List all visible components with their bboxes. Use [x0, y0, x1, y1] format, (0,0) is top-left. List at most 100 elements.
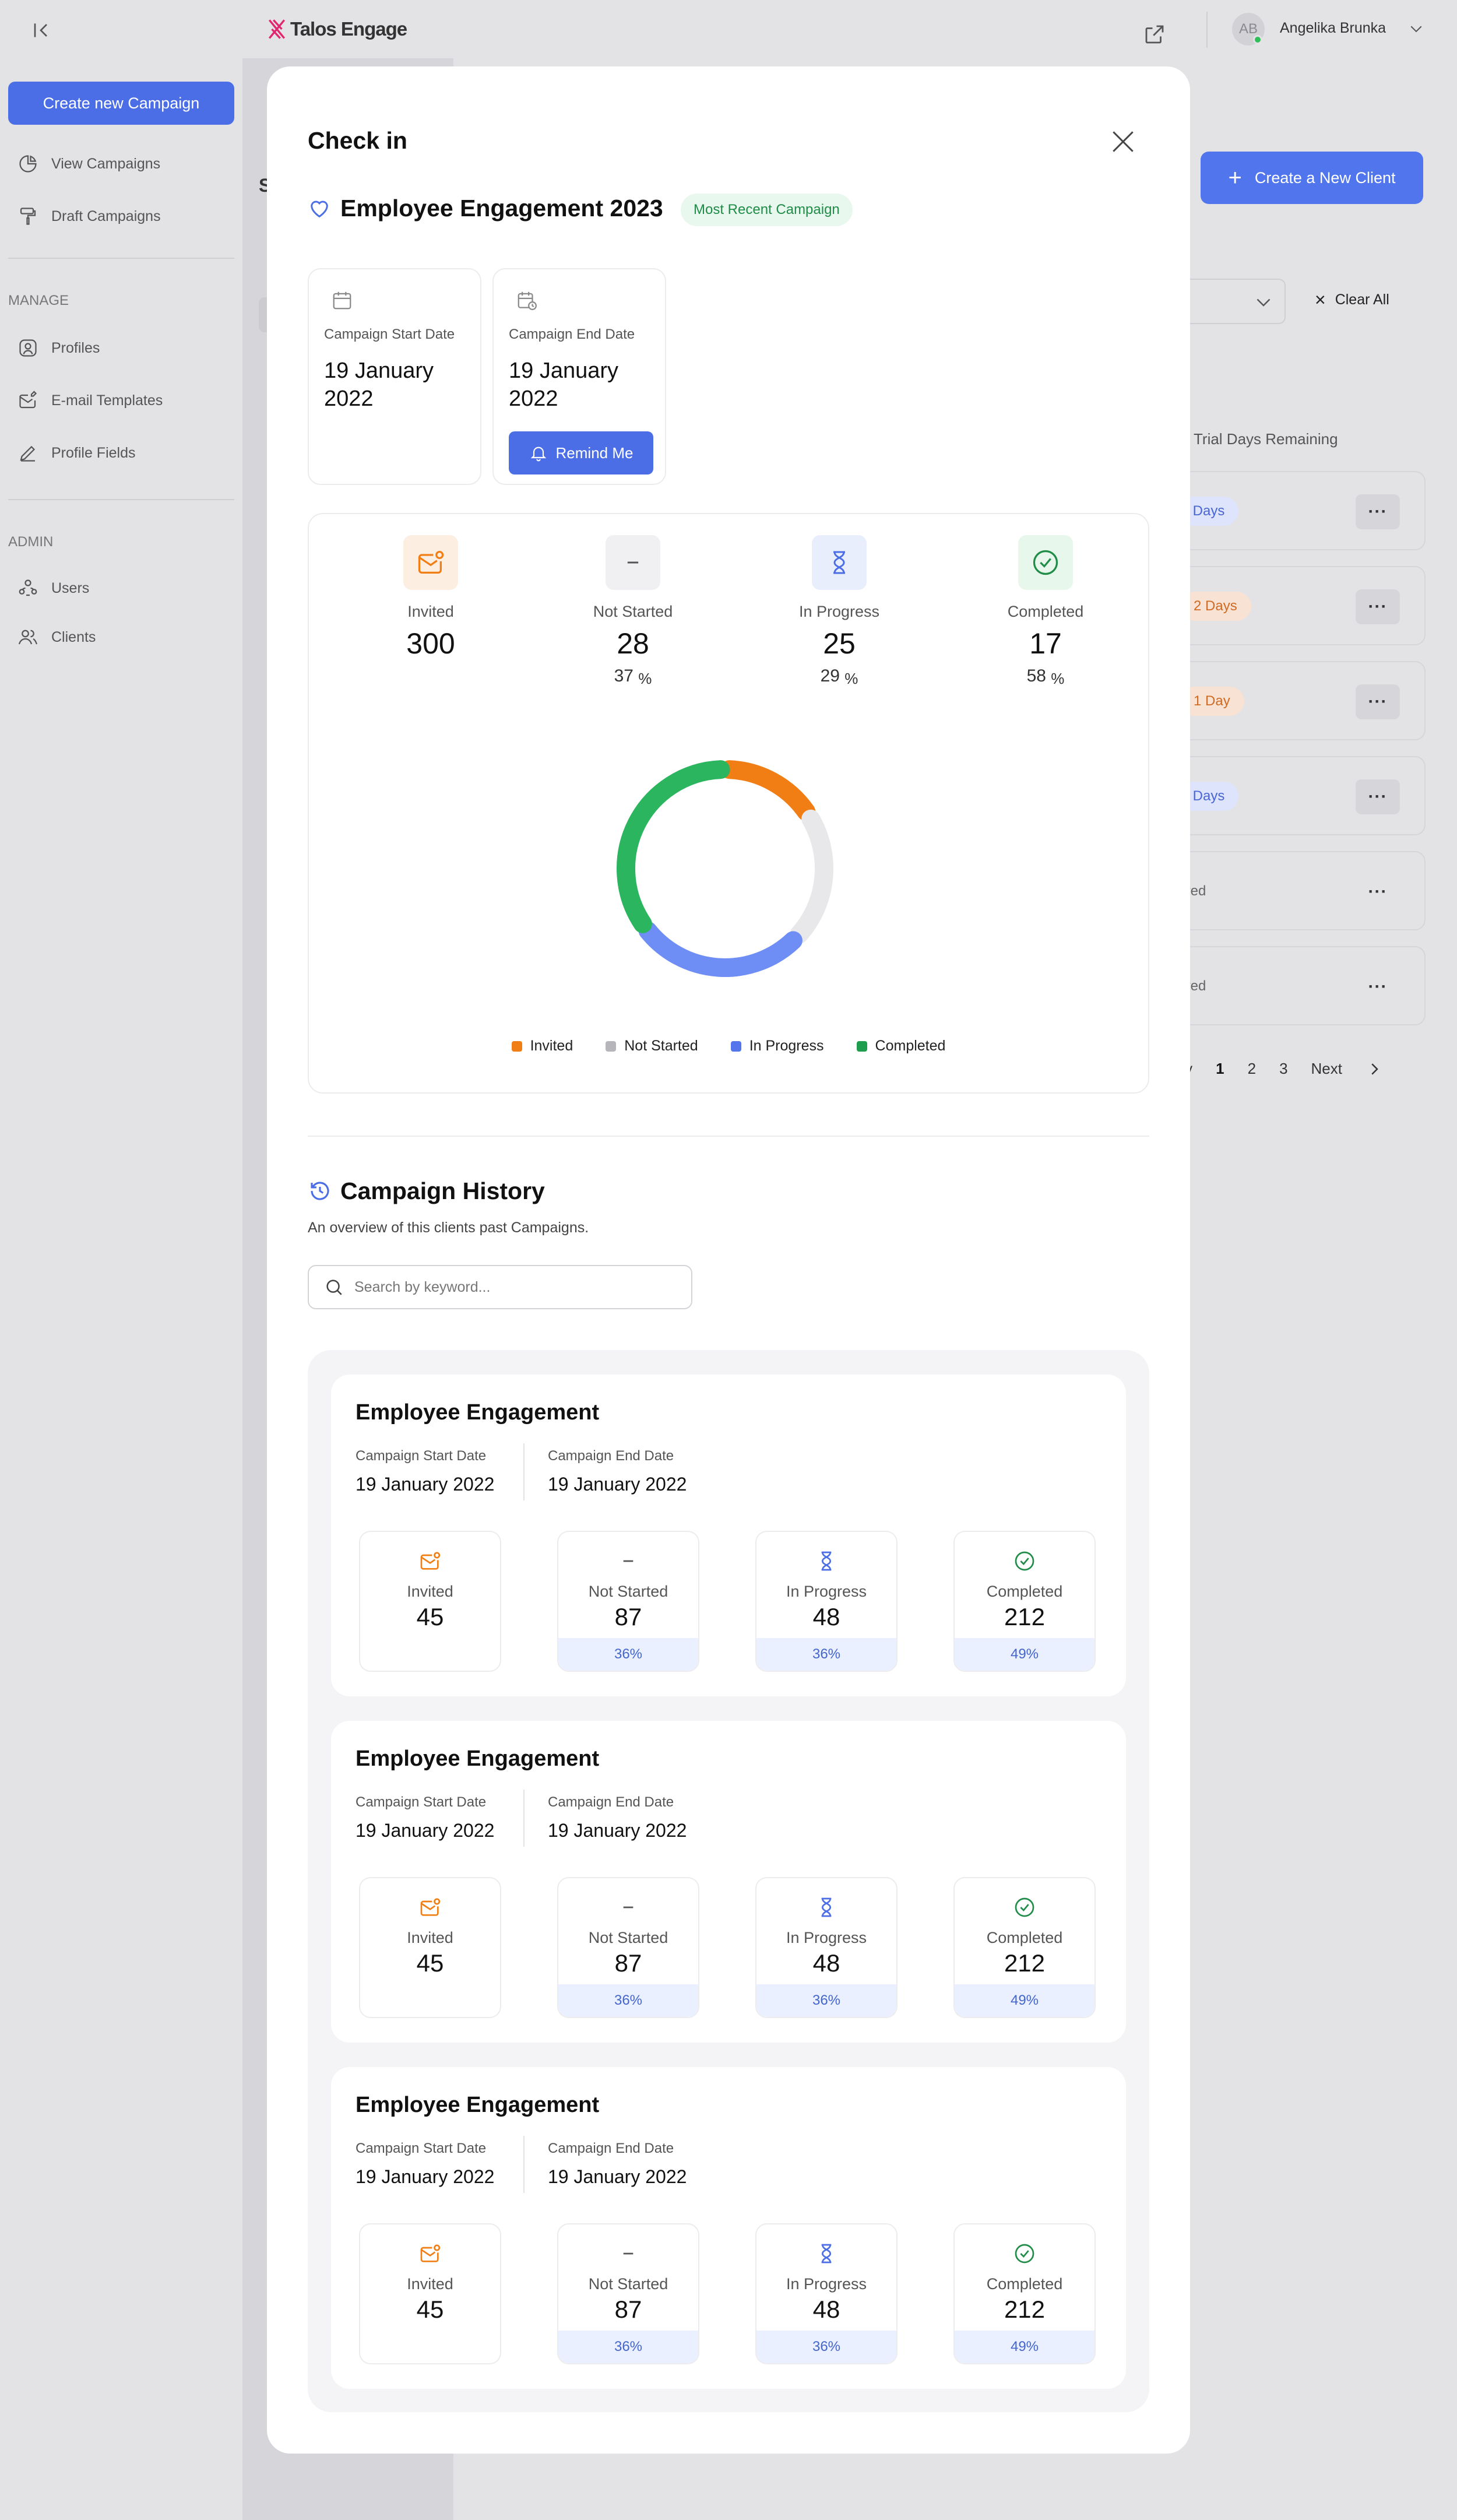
mini-stat-label: Completed	[986, 1583, 1063, 1600]
dash-icon	[623, 1560, 634, 1562]
pagination-next[interactable]: Next	[1311, 1060, 1342, 1077]
sidebar-item-label: View Campaigns	[51, 155, 161, 172]
close-icon: ×	[1315, 289, 1326, 310]
stat-percent-unit: %	[844, 670, 858, 687]
row-menu-button[interactable]: ···	[1356, 589, 1400, 624]
dash-icon-wrapper	[606, 535, 660, 590]
mini-stat-not-started: Not Started 87 36%	[557, 1531, 699, 1672]
dash-icon	[627, 561, 639, 564]
stat-invited: Invited 300	[367, 535, 495, 660]
hourglass-icon	[833, 551, 845, 574]
mini-stat-label: Not Started	[588, 1583, 668, 1600]
row-menu-button[interactable]: ···	[1368, 882, 1388, 901]
mini-stat-percent: 49%	[955, 1638, 1094, 1671]
status-badge: 2 Days	[1180, 592, 1251, 621]
pagination-page[interactable]: 2	[1247, 1060, 1257, 1077]
row-menu-button[interactable]: ···	[1356, 494, 1400, 529]
sidebar-item-users[interactable]: Users	[17, 574, 89, 603]
sidebar-item-profile-fields[interactable]: Profile Fields	[17, 438, 136, 468]
history-end-label: Campaign End Date	[548, 1448, 674, 1464]
sidebar-item-draft-campaigns[interactable]: Draft Campaigns	[17, 202, 161, 231]
history-date-divider	[523, 1790, 525, 1847]
table-row[interactable]: s Days ···	[1166, 471, 1426, 550]
section-divider	[308, 1136, 1149, 1137]
calendar-icon	[333, 291, 351, 310]
chevron-down-icon	[1257, 298, 1271, 307]
stat-completed: Completed 17 58 %	[981, 535, 1110, 687]
mini-stat-in-progress: In Progress 48 36%	[755, 2223, 898, 2364]
sidebar-item-view-campaigns[interactable]: View Campaigns	[17, 149, 160, 178]
create-client-button[interactable]: + Create a New Client	[1201, 152, 1423, 204]
app-logo: Talos Engage	[267, 14, 407, 44]
stat-value: 25	[823, 627, 856, 660]
mini-stat-percent: 36%	[558, 2331, 698, 2363]
close-icon[interactable]	[1108, 127, 1138, 156]
stat-percent: 37 %	[569, 666, 697, 687]
campaign-title: Employee Engagement 2023	[340, 195, 663, 222]
calendar-clock-icon	[518, 291, 537, 310]
stat-percent-value: 58	[1026, 666, 1046, 686]
sidebar-item-profiles[interactable]: Profiles	[17, 333, 100, 363]
row-menu-button[interactable]: ···	[1356, 684, 1400, 719]
stat-percent-unit: %	[1051, 670, 1065, 687]
stat-percent: 29 %	[775, 666, 903, 687]
history-card[interactable]: Employee Engagement Campaign Start Date …	[331, 1721, 1126, 2043]
start-date-value: 19 January 2022	[324, 359, 434, 411]
pagination-page[interactable]: 3	[1279, 1060, 1288, 1077]
sidebar-section-admin: ADMIN	[8, 534, 54, 550]
start-date-card: Campaign Start Date 19 January 2022	[308, 268, 481, 485]
clear-all-button[interactable]: × Clear All	[1315, 289, 1389, 311]
history-start-value: 19 January 2022	[356, 2166, 495, 2187]
mini-stat-label: In Progress	[786, 2275, 867, 2293]
row-menu-button[interactable]: ···	[1368, 977, 1388, 996]
history-start-label: Campaign Start Date	[356, 1794, 487, 1810]
mini-stat-value: 212	[1004, 1949, 1046, 1977]
donut-slice-completed	[617, 760, 730, 933]
mini-stat-value: 48	[812, 1949, 840, 1977]
mini-stat-label: Not Started	[588, 1929, 668, 1946]
sidebar-item-clients[interactable]: Clients	[17, 623, 96, 652]
chevron-right-icon[interactable]	[1366, 1060, 1383, 1078]
table-row[interactable]: 1 Day ···	[1166, 661, 1426, 740]
legend-label: In Progress	[749, 1038, 824, 1054]
table-row[interactable]: 2 Days ···	[1166, 566, 1426, 645]
sidebar-item-email-templates[interactable]: E-mail Templates	[17, 386, 163, 415]
table-row[interactable]: pired ···	[1166, 851, 1426, 930]
create-campaign-button[interactable]: Create new Campaign	[8, 82, 234, 125]
legend-swatch-in-progress	[730, 1041, 741, 1052]
history-end-value: 19 January 2022	[548, 1474, 687, 1495]
create-client-label: Create a New Client	[1254, 168, 1396, 187]
pie-chart-icon	[19, 155, 37, 173]
top-bar	[0, 0, 1457, 58]
history-end-value: 19 January 2022	[548, 2166, 687, 2187]
legend-swatch-not-started	[606, 1041, 617, 1052]
pagination-page[interactable]: 1	[1216, 1060, 1224, 1077]
legend-item: Not Started	[606, 1038, 698, 1055]
mini-stat-value: 45	[416, 2296, 444, 2323]
check-circle-icon	[1033, 550, 1058, 575]
sidebar-item-label: Profile Fields	[51, 444, 136, 461]
table-row[interactable]: s Days ···	[1166, 756, 1426, 835]
collapse-sidebar-icon[interactable]	[29, 19, 52, 42]
users-icon	[18, 630, 38, 645]
mini-stat-value: 87	[614, 1603, 642, 1630]
sidebar-divider	[8, 499, 234, 500]
history-card[interactable]: Employee Engagement Campaign Start Date …	[331, 1375, 1126, 1696]
user-name[interactable]: Angelika Brunka	[1280, 20, 1386, 36]
history-end-label: Campaign End Date	[548, 1794, 674, 1810]
history-card-title: Employee Engagement	[356, 1400, 600, 1425]
row-menu-button[interactable]: ···	[1356, 779, 1400, 814]
stat-label: Completed	[1007, 603, 1084, 620]
chevron-down-icon[interactable]	[1405, 20, 1428, 37]
mail-notification-icon	[420, 2244, 441, 2262]
remind-me-button[interactable]: Remind Me	[509, 431, 653, 475]
search-input[interactable]	[354, 1278, 681, 1296]
history-card[interactable]: Employee Engagement Campaign Start Date …	[331, 2067, 1126, 2389]
mini-stat-invited: Invited 45	[359, 2223, 501, 2364]
table-row[interactable]: pired ···	[1166, 946, 1426, 1025]
donut-slice-not-started	[790, 809, 833, 944]
mini-stat-label: Invited	[407, 1583, 453, 1600]
mini-stat-value: 45	[416, 1603, 444, 1630]
history-search[interactable]	[308, 1265, 692, 1309]
external-link-icon[interactable]	[1142, 22, 1167, 47]
